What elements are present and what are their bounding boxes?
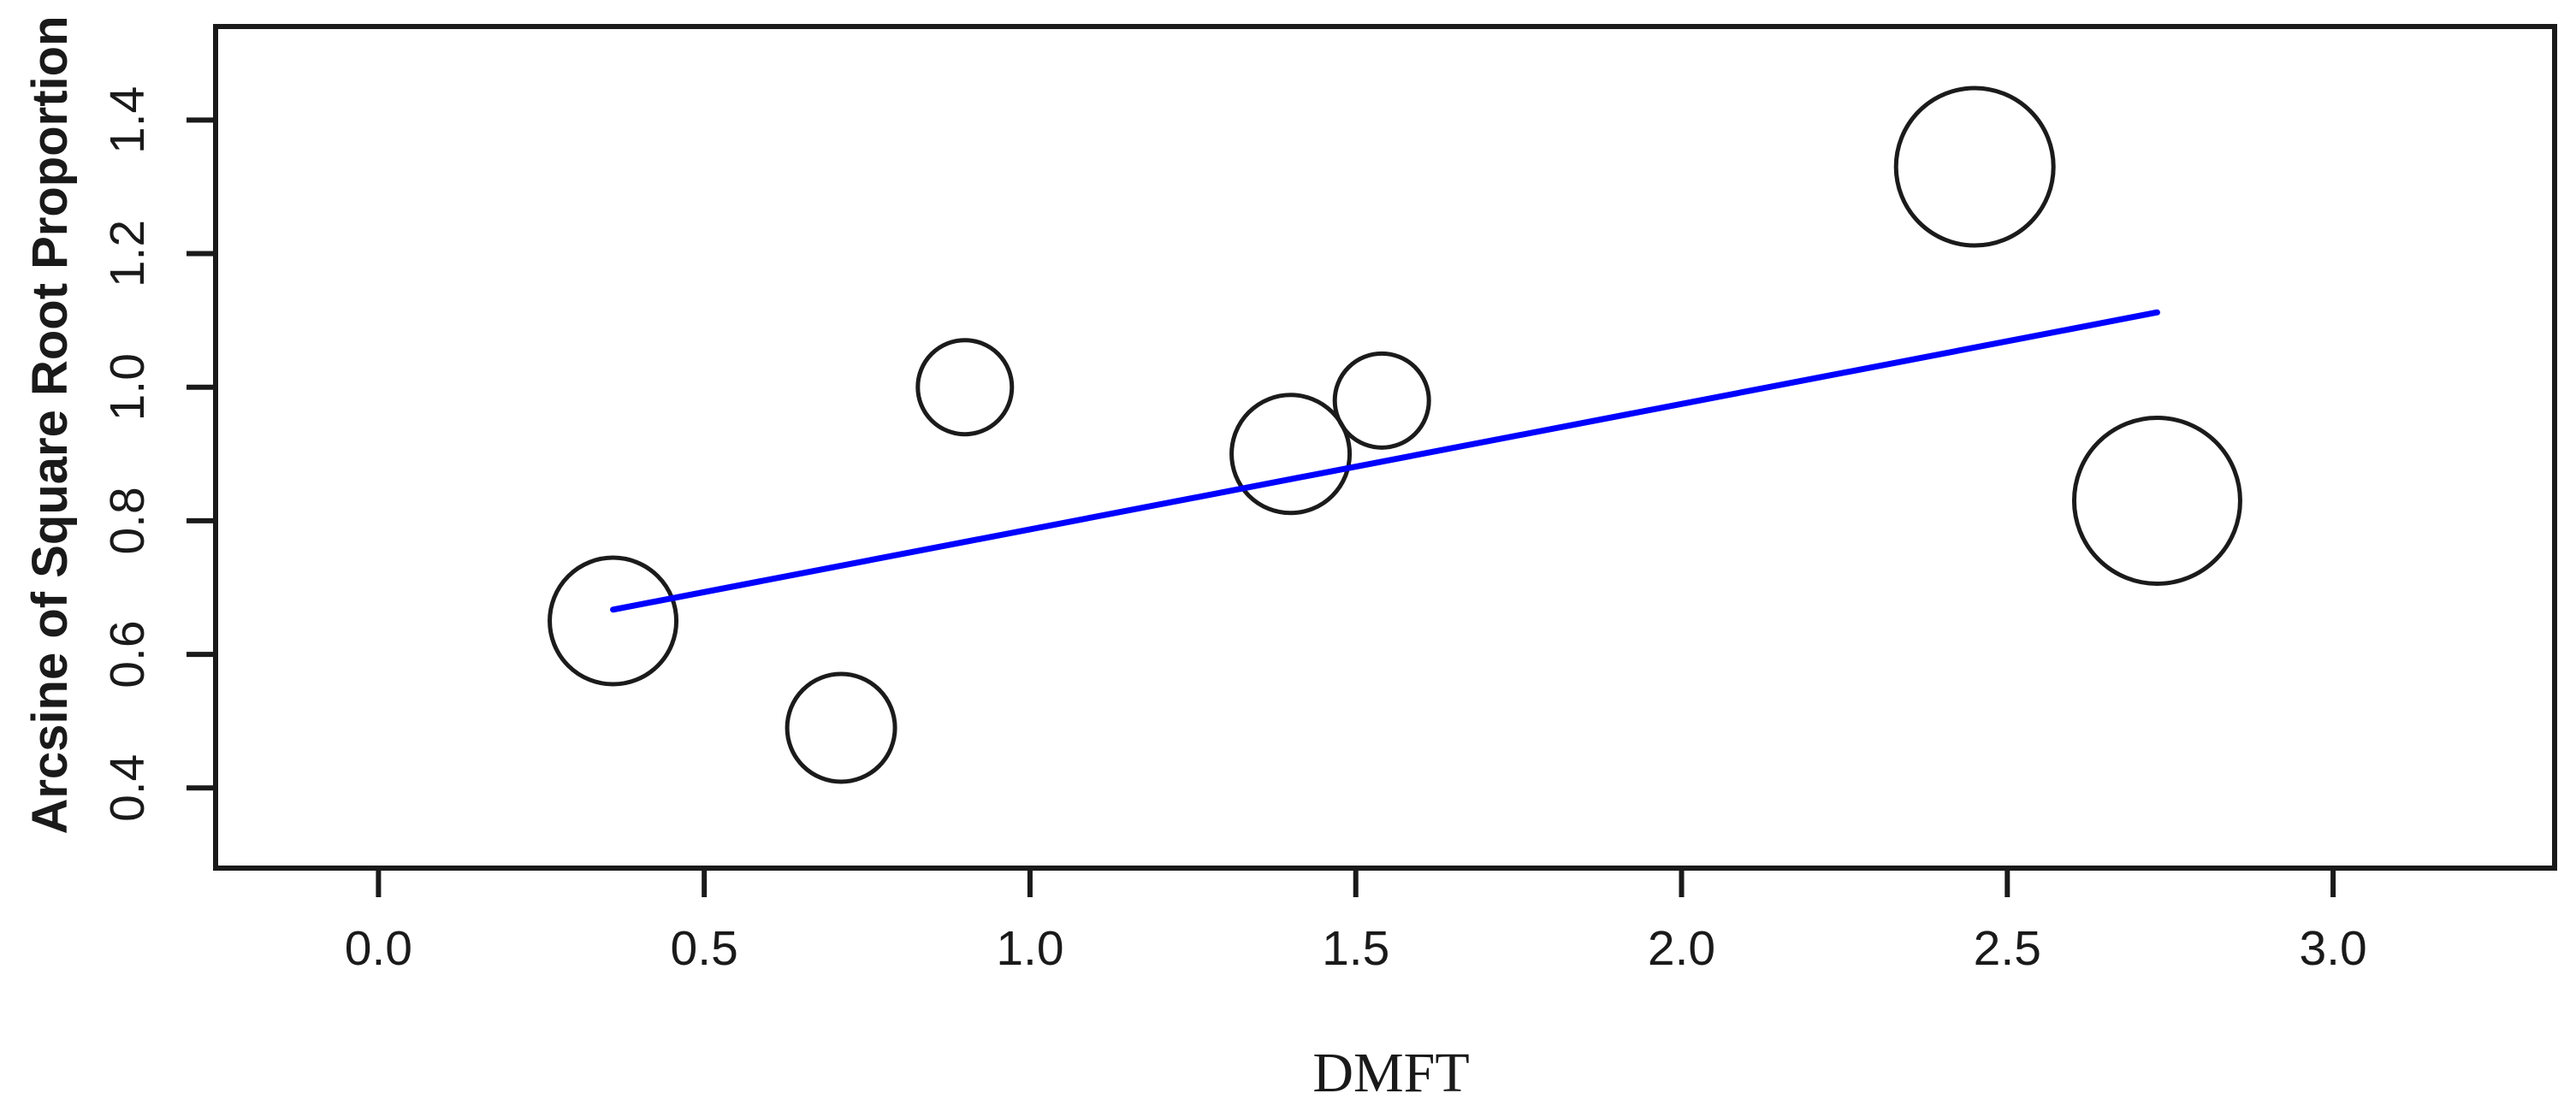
data-point-bubble — [785, 671, 897, 784]
x-tick-label: 1.0 — [996, 921, 1063, 976]
y-tick-label: 1.2 — [100, 220, 155, 287]
y-tick-label: 1.0 — [100, 353, 155, 421]
y-axis: 0.4 0.6 0.8 1.0 1.2 1.4 — [100, 86, 216, 822]
plot-box — [213, 24, 2557, 871]
data-point-bubble — [1229, 393, 1353, 516]
x-axis-title: DMFT — [1312, 1042, 1469, 1104]
x-tick-label: 0.5 — [671, 921, 738, 976]
x-tick-label: 1.5 — [1322, 921, 1389, 976]
x-tick-label: 2.0 — [1648, 921, 1715, 976]
data-point-bubble — [1332, 351, 1431, 450]
x-tick-label: 2.5 — [1974, 921, 2041, 976]
data-point-bubble — [1893, 86, 2056, 248]
data-point-bubble — [2071, 415, 2242, 586]
data-point-bubble — [548, 555, 679, 687]
regression-line — [610, 309, 2160, 613]
regression-line-group — [610, 309, 2160, 613]
y-tick-label: 0.8 — [100, 487, 155, 554]
x-tick-label: 3.0 — [2299, 921, 2366, 976]
x-tick-label: 0.0 — [345, 921, 412, 976]
y-axis-title: Arcsine of Square Root Proportion — [22, 15, 78, 834]
data-bubbles — [548, 86, 2242, 784]
data-point-bubble — [915, 338, 1015, 437]
y-tick-label: 0.6 — [100, 620, 155, 688]
x-axis: 0.0 0.5 1.0 1.5 2.0 2.5 3.0 — [345, 868, 2367, 976]
y-tick-label: 0.4 — [100, 754, 155, 822]
y-tick-label: 1.4 — [100, 86, 155, 154]
